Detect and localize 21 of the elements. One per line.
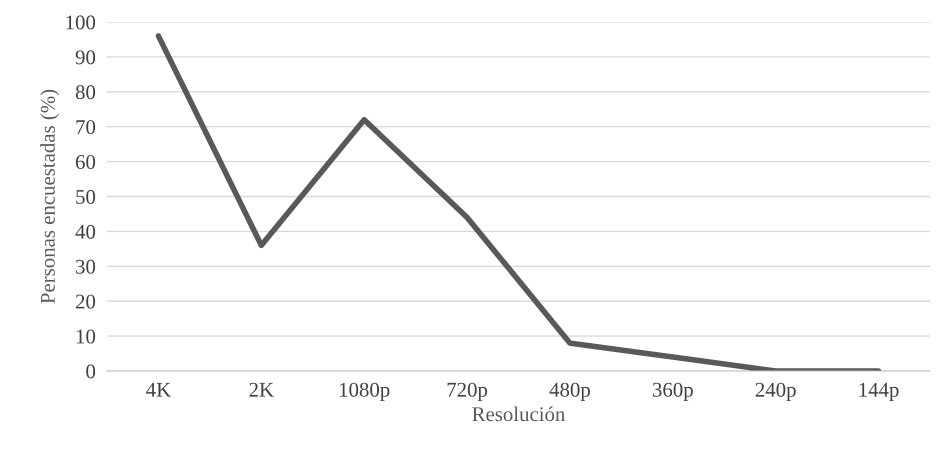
x-tick-label: 360p bbox=[652, 382, 693, 402]
y-axis-title: Personas encuestadas (%) bbox=[40, 90, 60, 304]
y-tick-label: 90 bbox=[76, 50, 96, 64]
y-tick-label: 100 bbox=[66, 15, 96, 30]
y-tick-label: 20 bbox=[76, 294, 96, 309]
y-tick-label: 80 bbox=[76, 85, 96, 100]
x-axis-title: Resolución bbox=[472, 406, 566, 422]
x-tick-label: 144p bbox=[860, 382, 899, 402]
x-tick-label: 4K bbox=[146, 382, 171, 397]
y-tick-label: 70 bbox=[76, 120, 96, 134]
y-tick-label: 40 bbox=[75, 224, 96, 239]
y-tick-label: 30 bbox=[76, 260, 96, 274]
x-tick-label: 480p bbox=[550, 382, 590, 402]
x-tick-label: 1080p bbox=[340, 382, 390, 402]
x-tick-label: 240p bbox=[756, 382, 796, 402]
y-tick-label: 10 bbox=[76, 329, 96, 344]
x-tick-label: 2K bbox=[249, 382, 274, 397]
y-tick-label: 60 bbox=[76, 154, 96, 170]
y-tick-label: 0 bbox=[86, 364, 96, 378]
y-tick-label: 50 bbox=[76, 190, 96, 204]
x-tick-label: 720p bbox=[448, 382, 488, 402]
